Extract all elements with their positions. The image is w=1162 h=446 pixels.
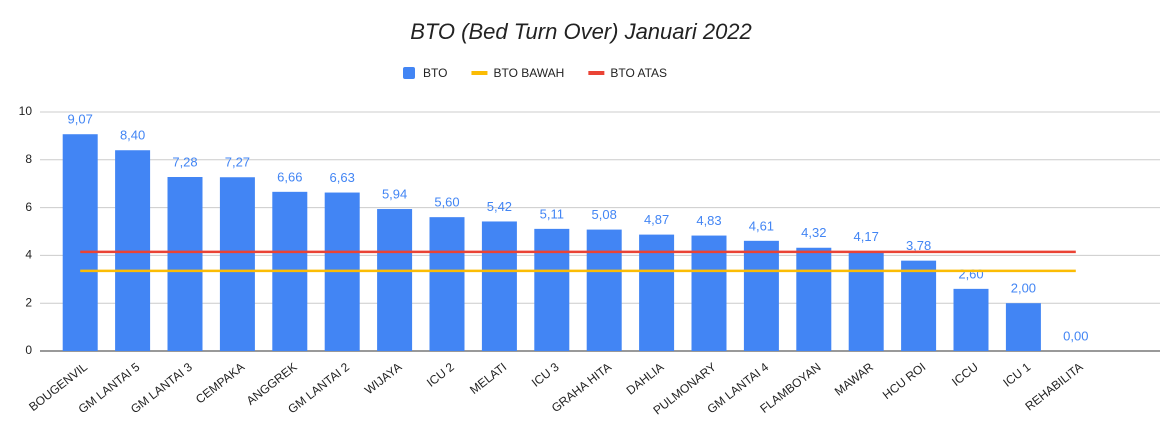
data-label: 5,60	[434, 195, 459, 210]
bar	[848, 251, 884, 351]
bar	[901, 260, 937, 351]
legend-label: BTO BAWAH	[493, 66, 564, 80]
y-tick-label: 6	[25, 200, 32, 214]
bar	[953, 288, 989, 351]
x-tick-label: MELATI	[467, 360, 509, 397]
bar	[1005, 303, 1041, 351]
data-label: 4,32	[801, 225, 826, 240]
bar	[167, 177, 203, 351]
chart-title: BTO (Bed Turn Over) Januari 2022	[410, 19, 752, 44]
bar	[691, 235, 727, 351]
bar	[639, 234, 675, 351]
x-tick-label: REHABILITA	[1022, 360, 1085, 414]
data-label: 7,28	[172, 154, 197, 169]
data-label: 9,07	[68, 112, 93, 127]
legend-swatch	[588, 71, 605, 75]
bar	[219, 177, 255, 351]
bar	[62, 134, 98, 351]
x-tick-label: ICCU	[949, 360, 981, 389]
x-tick-label: WIJAYA	[362, 360, 404, 397]
data-label: 7,27	[225, 155, 250, 170]
x-tick-label: HCU ROI	[880, 360, 929, 402]
x-tick-label: ICU 3	[529, 360, 562, 390]
data-label: 5,11	[540, 206, 564, 221]
data-label: 5,42	[487, 199, 512, 214]
y-tick-label: 10	[19, 104, 33, 118]
x-tick-label: ICU 1	[1000, 360, 1033, 390]
data-label: 6,63	[330, 170, 355, 185]
y-tick-label: 8	[25, 152, 32, 166]
x-tick-label: DAHLIA	[624, 360, 667, 398]
bar	[796, 247, 832, 351]
data-label: 0,00	[1063, 328, 1088, 343]
data-label: 5,94	[382, 186, 407, 201]
bar	[586, 229, 622, 351]
data-label: 5,08	[592, 207, 617, 222]
legend-label: BTO ATAS	[610, 66, 667, 80]
data-label: 3,78	[906, 238, 931, 253]
data-label: 4,83	[696, 213, 721, 228]
bar	[481, 221, 517, 351]
legend-swatch	[471, 71, 488, 75]
data-label: 6,66	[277, 169, 302, 184]
x-tick-label: CEMPAKA	[193, 360, 247, 407]
data-label: 4,17	[854, 229, 879, 244]
legend-label: BTO	[423, 66, 447, 80]
data-label: 2,60	[958, 266, 983, 281]
x-tick-label: MAWAR	[832, 360, 876, 399]
y-tick-label: 0	[25, 343, 32, 357]
legend-swatch	[403, 67, 415, 79]
data-label: 8,40	[120, 128, 145, 143]
data-label: 4,61	[749, 218, 774, 233]
data-label: 2,00	[1011, 281, 1036, 296]
x-tick-label: ICU 2	[424, 360, 457, 390]
y-tick-label: 4	[25, 248, 32, 262]
bar	[743, 240, 779, 351]
bar	[534, 228, 570, 351]
bar	[429, 217, 465, 351]
y-tick-label: 2	[25, 295, 32, 309]
data-label: 4,87	[644, 212, 669, 227]
bar	[377, 209, 413, 351]
